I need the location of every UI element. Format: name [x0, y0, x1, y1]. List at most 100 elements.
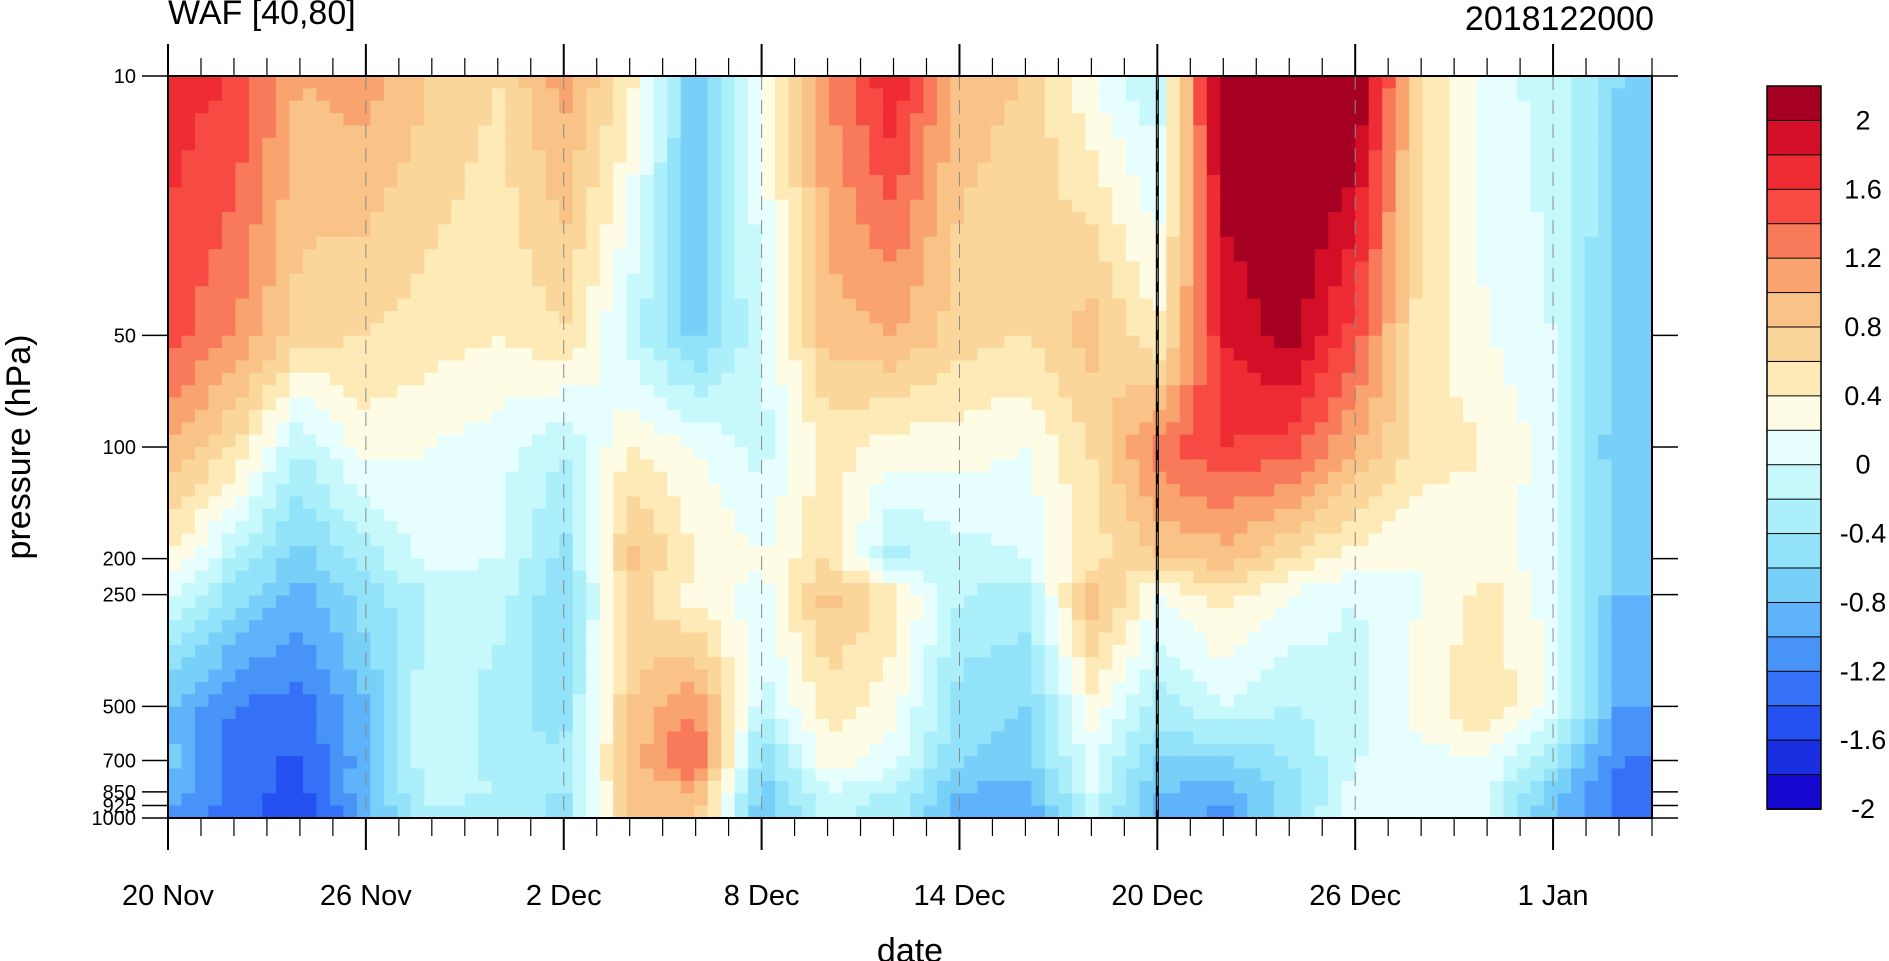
contour-cell	[397, 261, 412, 275]
contour-cell	[667, 434, 682, 448]
contour-cell	[1071, 236, 1086, 250]
contour-cell	[235, 644, 250, 658]
contour-cell	[1058, 261, 1073, 275]
contour-cell	[1166, 348, 1181, 362]
contour-cell	[990, 570, 1006, 584]
contour-cell	[1247, 397, 1262, 411]
contour-cell	[653, 793, 668, 807]
contour-cell	[424, 187, 439, 201]
contour-cell	[1193, 348, 1208, 362]
contour-cell	[599, 323, 614, 337]
contour-cell	[734, 508, 749, 522]
contour-cell	[262, 583, 277, 596]
contour-cell	[694, 360, 709, 374]
contour-cell	[613, 620, 628, 634]
contour-cell	[896, 508, 911, 522]
contour-cell	[1220, 174, 1235, 188]
contour-cell	[1220, 199, 1235, 213]
contour-cell	[1004, 249, 1019, 263]
contour-cell	[950, 187, 965, 201]
contour-cell	[842, 261, 857, 275]
contour-cell	[545, 224, 560, 238]
contour-cell	[383, 273, 398, 287]
contour-cell	[383, 125, 398, 139]
contour-cell	[936, 681, 952, 695]
contour-cell	[478, 595, 493, 609]
contour-cell	[653, 434, 668, 448]
contour-cell	[613, 224, 628, 238]
contour-cell	[572, 150, 587, 164]
contour-cell	[640, 310, 655, 324]
contour-cell	[775, 768, 790, 782]
contour-cell	[613, 719, 628, 733]
contour-cell	[761, 508, 776, 522]
contour-cell	[923, 125, 938, 139]
contour-cell	[464, 385, 479, 399]
contour-cell	[275, 385, 291, 399]
contour-cell	[235, 100, 250, 114]
contour-cell	[613, 422, 628, 436]
contour-cell	[221, 150, 237, 164]
contour-cell	[235, 805, 250, 818]
contour-cell	[262, 743, 277, 757]
contour-cell	[1166, 706, 1181, 720]
contour-cell	[1085, 793, 1100, 807]
contour-cell	[343, 385, 358, 399]
contour-cell	[802, 323, 817, 337]
contour-cell	[464, 113, 479, 127]
contour-cell	[963, 261, 979, 275]
contour-cell	[990, 768, 1006, 782]
contour-cell	[1247, 620, 1262, 634]
contour-cell	[383, 212, 398, 225]
contour-cell	[734, 743, 749, 757]
contour-cell	[1125, 199, 1140, 213]
contour-cell	[397, 632, 412, 646]
contour-cell	[289, 459, 304, 473]
contour-cell	[856, 607, 871, 621]
contour-cell	[1247, 508, 1262, 522]
contour-cell	[1139, 100, 1154, 114]
contour-cell	[194, 88, 210, 102]
contour-cell	[559, 768, 574, 782]
contour-cell	[1260, 632, 1275, 646]
contour-cell	[1098, 286, 1113, 300]
contour-cell	[262, 756, 277, 770]
contour-cell	[168, 335, 183, 349]
contour-cell	[275, 669, 291, 683]
contour-cell	[896, 434, 911, 448]
contour-cell	[235, 719, 250, 733]
contour-cell	[599, 125, 614, 139]
contour-cell	[329, 409, 344, 423]
contour-cell	[748, 434, 763, 448]
contour-cell	[694, 273, 709, 287]
contour-cell	[1260, 348, 1275, 362]
contour-cell	[397, 249, 412, 263]
contour-cell	[707, 719, 722, 733]
contour-cell	[1017, 719, 1033, 733]
contour-cell	[1031, 644, 1046, 658]
contour-cell	[721, 694, 736, 708]
contour-cell	[950, 471, 965, 485]
contour-cell	[936, 706, 952, 720]
contour-cell	[1166, 533, 1181, 547]
contour-cell	[1058, 113, 1073, 127]
contour-cell	[586, 422, 601, 436]
contour-cell	[1004, 335, 1019, 349]
contour-cell	[208, 632, 223, 646]
contour-cell	[491, 644, 506, 658]
contour-cell	[707, 583, 722, 596]
contour-cell	[896, 570, 911, 584]
contour-cell	[936, 644, 952, 658]
contour-cell	[1260, 607, 1275, 621]
contour-cell	[451, 533, 466, 547]
contour-cell	[262, 310, 277, 324]
contour-cell	[1220, 719, 1235, 733]
contour-cell	[883, 620, 898, 634]
contour-cell	[923, 521, 938, 535]
contour-cell	[883, 113, 898, 127]
contour-cell	[397, 583, 412, 596]
contour-cell	[181, 496, 196, 510]
contour-cell	[1193, 298, 1208, 312]
contour-cell	[464, 397, 479, 411]
contour-cell	[1260, 335, 1275, 349]
